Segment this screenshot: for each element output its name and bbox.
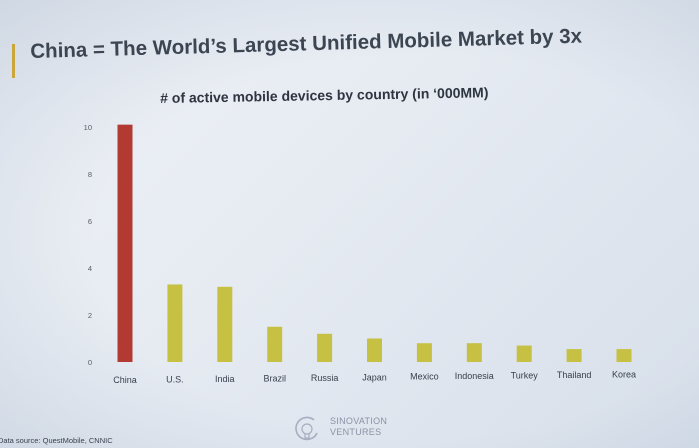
logo-line-2: VENTURES [330,427,382,437]
bar-thailand [566,349,582,362]
bar-brazil [267,326,283,362]
y-tick-label: 2 [88,311,92,320]
data-source-note: Data source: QuestMobile, CNNIC [0,436,113,445]
y-tick-label: 10 [84,123,92,132]
bar-us [167,284,183,362]
lightbulb-icon [295,416,318,441]
bar-indonesia [466,343,482,362]
bar-russia [317,333,333,362]
logo-text: SINOVATION VENTURES [330,416,387,438]
x-category-label: Brazil [263,373,286,383]
x-category-label: Korea [612,370,636,380]
bar-japan [367,338,382,362]
bar-korea [616,349,632,362]
x-category-label: Turkey [511,371,539,381]
bar-china [117,124,133,363]
y-tick-label: 6 [88,217,92,226]
sinovation-logo: SINOVATION VENTURES [292,412,402,446]
x-category-label: U.S. [166,374,184,384]
x-category-label: China [113,375,137,385]
x-category-label: Thailand [557,370,592,380]
x-category-label: Indonesia [455,371,494,381]
logo-line-1: SINOVATION [330,416,388,426]
y-tick-label: 8 [88,170,92,179]
x-category-label: Japan [362,372,387,382]
y-tick-label: 4 [88,264,92,273]
x-category-label: Russia [311,373,339,383]
x-category-label: Mexico [410,372,439,382]
bar-mexico [416,343,432,362]
title-accent-bar [12,44,15,78]
y-tick-label: 0 [88,358,92,367]
bar-turkey [516,345,532,362]
x-category-label: India [215,374,235,384]
bar-india [217,286,233,362]
